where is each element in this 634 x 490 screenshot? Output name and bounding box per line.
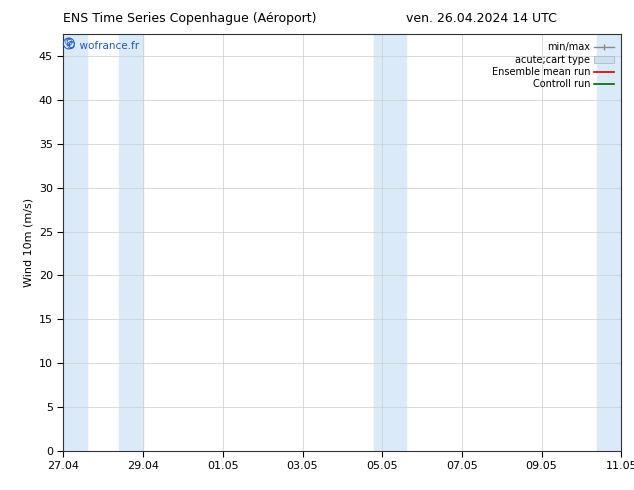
Bar (119, 34, 143, 451)
Text: © wofrance.fr: © wofrance.fr (66, 41, 139, 50)
Bar (374, 34, 406, 451)
Legend: min/max, acute;cart type, Ensemble mean run, Controll run: min/max, acute;cart type, Ensemble mean … (489, 39, 616, 92)
Bar (597, 34, 621, 451)
Y-axis label: Wind 10m (m/s): Wind 10m (m/s) (23, 198, 34, 287)
Bar (63, 34, 87, 451)
Text: ven. 26.04.2024 14 UTC: ven. 26.04.2024 14 UTC (406, 12, 557, 25)
Text: ENS Time Series Copenhague (Aéroport): ENS Time Series Copenhague (Aéroport) (63, 12, 317, 25)
Text: ©: © (64, 38, 74, 49)
